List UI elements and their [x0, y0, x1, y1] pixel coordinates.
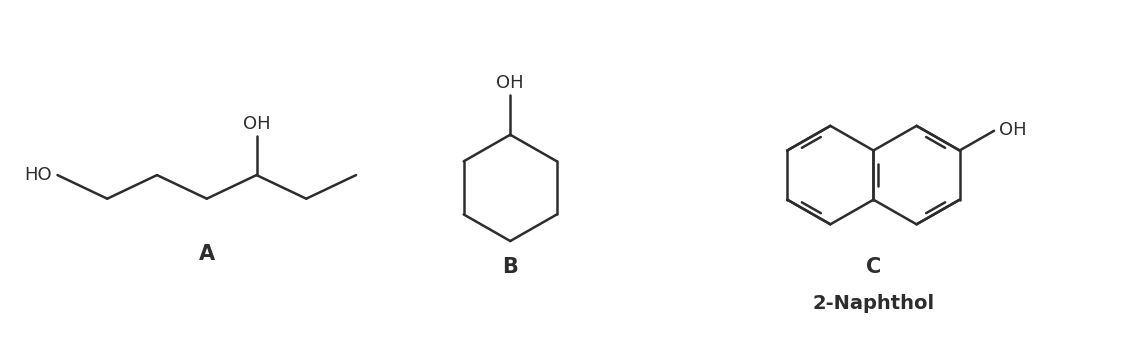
Text: B: B: [502, 257, 518, 276]
Text: OH: OH: [497, 75, 524, 93]
Text: HO: HO: [24, 166, 52, 184]
Text: 2-Naphthol: 2-Naphthol: [813, 293, 935, 312]
Text: OH: OH: [243, 115, 270, 133]
Text: A: A: [199, 244, 215, 264]
Text: C: C: [866, 257, 881, 276]
Text: OH: OH: [999, 121, 1026, 139]
